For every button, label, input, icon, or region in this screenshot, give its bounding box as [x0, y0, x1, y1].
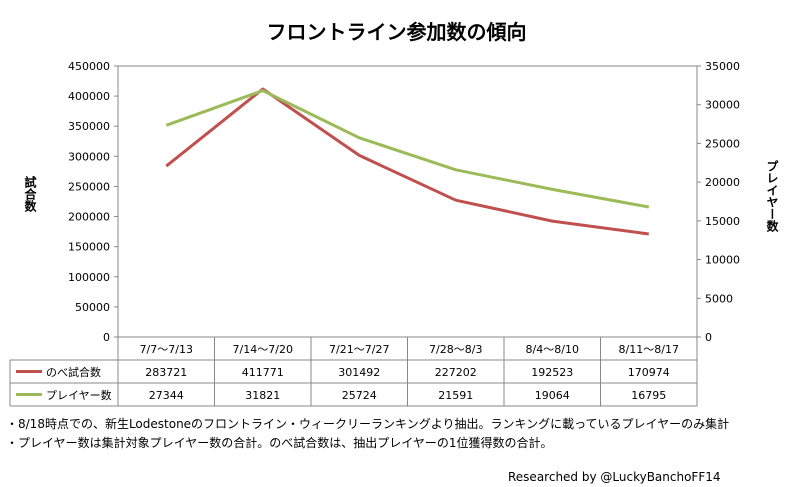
y-axis-right-label: プレイヤー数: [765, 160, 779, 232]
data-label: 411771: [242, 366, 284, 379]
y-right-tick-label: 15000: [705, 215, 740, 228]
y-left-tick-label: 400000: [68, 90, 110, 103]
category-label: 8/11～8/17: [619, 343, 679, 356]
chart-svg: 4500004000003500003000002500002000001500…: [9, 60, 740, 407]
data-label: 16795: [631, 389, 666, 402]
y-right-tick-label: 5000: [705, 292, 733, 305]
y-left-tick-label: 250000: [68, 180, 110, 193]
y-left-tick-label: 50000: [75, 301, 110, 314]
data-label: 19064: [535, 389, 570, 402]
legend-label-2: プレイヤー数: [46, 389, 112, 402]
legend-label-1: のべ試合数: [46, 365, 101, 379]
chart-title: フロントライン参加数の傾向: [266, 20, 527, 44]
y-left-tick-label: 0: [103, 331, 110, 344]
category-label: 7/7～7/13: [140, 343, 193, 356]
footnote-1: ・8/18時点での、新生Lodestoneのフロントライン・ウィークリーランキン…: [6, 417, 730, 431]
y-left-tick-label: 300000: [68, 150, 110, 163]
credit-text: Researched by @LuckyBanchoFF14: [508, 470, 721, 484]
y-left-tick-label: 450000: [68, 60, 110, 73]
y-right-tick-label: 25000: [705, 137, 740, 150]
y-axis-left-label: 試合数: [23, 176, 37, 212]
footnote-2: ・プレイヤー数は集計対象プレイヤー数の合計。のべ試合数は、抽出プレイヤーの1位獲…: [6, 436, 553, 450]
series-line-2: [165, 89, 650, 209]
category-label: 7/14～7/20: [233, 343, 293, 356]
data-label: 227202: [435, 366, 477, 379]
category-label: 7/28～8/3: [429, 343, 482, 356]
data-label: 301492: [338, 366, 380, 379]
category-label: 7/21～7/27: [329, 343, 389, 356]
data-label: 21591: [438, 389, 473, 402]
data-label: 283721: [145, 366, 187, 379]
y-left-tick-label: 200000: [68, 211, 110, 224]
y-right-tick-label: 20000: [705, 176, 740, 189]
data-label: 31821: [245, 389, 280, 402]
y-left-tick-label: 350000: [68, 120, 110, 133]
y-right-tick-label: 10000: [705, 254, 740, 267]
data-label: 192523: [531, 366, 573, 379]
data-label: 170974: [628, 366, 670, 379]
plot-area: [117, 65, 698, 338]
y-right-tick-label: 0: [705, 331, 712, 344]
data-label: 25724: [342, 389, 377, 402]
data-label: 27344: [149, 389, 184, 402]
y-right-tick-label: 35000: [705, 60, 740, 73]
y-left-tick-label: 100000: [68, 271, 110, 284]
y-left-tick-label: 150000: [68, 241, 110, 254]
category-label: 8/4～8/10: [526, 343, 579, 356]
series-line-1: [165, 87, 649, 236]
y-right-tick-label: 30000: [705, 99, 740, 112]
